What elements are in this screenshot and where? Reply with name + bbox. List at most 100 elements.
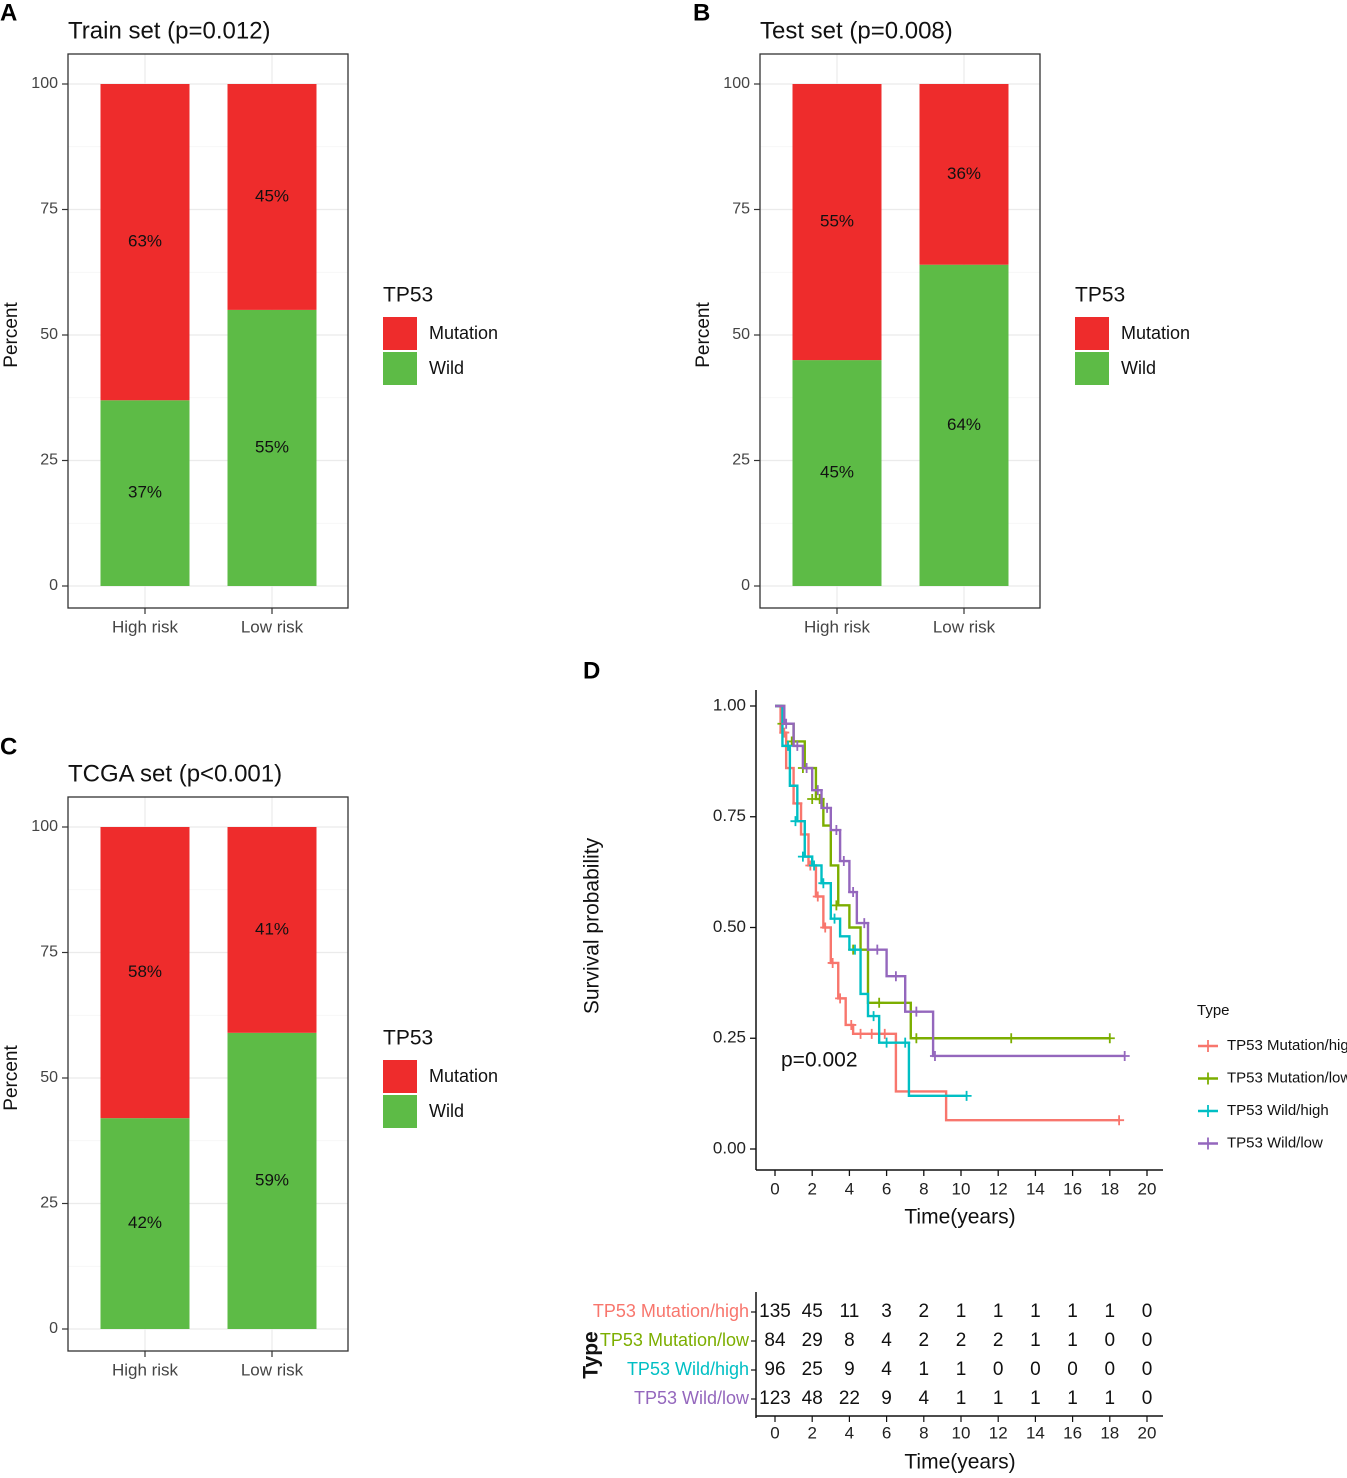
km-legend-key-censor <box>1203 1137 1213 1150</box>
risk-table-cell: 1 <box>956 1388 967 1409</box>
km-censor-mark <box>961 1090 972 1101</box>
train-bar-label: 63% <box>128 232 162 251</box>
train-bar-label: 37% <box>128 483 162 502</box>
tcga-bar-label: 59% <box>255 1170 289 1189</box>
km-censor-mark <box>879 1028 890 1039</box>
tcga-ytick-label: 0 <box>49 1320 58 1337</box>
risk-table-cell: 0 <box>1105 1359 1116 1380</box>
risk-table-cell: 29 <box>802 1330 823 1351</box>
risk-table-cell: 0 <box>1142 1301 1153 1322</box>
risk-table-xlabel: Time(years) <box>904 1451 1015 1474</box>
km-xtick-label: 4 <box>845 1179 854 1198</box>
train-bar-label: 55% <box>255 437 289 456</box>
km-xtick-label: 14 <box>1026 1179 1045 1198</box>
risk-table-cell: 4 <box>881 1359 892 1380</box>
km-censor-mark <box>1104 1033 1115 1044</box>
km-legend-label: TP53 Wild/low <box>1227 1134 1323 1151</box>
risk-table-xtick-label: 18 <box>1100 1423 1119 1442</box>
tcga-bar-label: 58% <box>128 962 162 981</box>
km-censor-mark <box>911 1033 922 1044</box>
risk-table-cell: 84 <box>764 1330 786 1351</box>
tcga-legend-title: TP53 <box>383 1027 433 1050</box>
risk-table-xtick-label: 20 <box>1138 1423 1157 1442</box>
risk-table-row-label: TP53 Mutation/high <box>593 1301 749 1321</box>
km-censor-mark <box>890 971 901 982</box>
risk-table-cell: 1 <box>919 1359 930 1380</box>
risk-table-cell: 2 <box>919 1330 930 1351</box>
km-censor-mark <box>1006 1033 1017 1044</box>
km-censor-mark <box>779 727 790 738</box>
km-xtick-label: 20 <box>1138 1179 1157 1198</box>
risk-table-cell: 2 <box>956 1330 967 1351</box>
risk-table-cell: 96 <box>764 1359 785 1380</box>
train-legend-title: TP53 <box>383 284 433 307</box>
risk-table-cell: 1 <box>1067 1301 1078 1322</box>
tcga-ylabel: Percent <box>1 1045 22 1111</box>
km-legend-title: Type <box>1197 1002 1230 1019</box>
risk-table-xtick-label: 12 <box>989 1423 1008 1442</box>
test-xtick-label: Low risk <box>933 617 996 636</box>
km-censor-mark <box>781 718 792 729</box>
risk-table-cell: 48 <box>802 1388 823 1409</box>
risk-table-cell: 3 <box>881 1301 892 1322</box>
km-censor-mark <box>1119 1050 1130 1061</box>
test-ytick-label: 100 <box>723 75 750 92</box>
tcga-legend-swatch-mutation <box>383 1060 417 1093</box>
km-censor-mark <box>822 802 833 813</box>
train-ytick-label: 50 <box>40 326 58 343</box>
panel-label-d: D <box>583 657 600 684</box>
risk-table-cell: 8 <box>844 1330 855 1351</box>
risk-table-cell: 4 <box>919 1388 930 1409</box>
test-ytick-label: 75 <box>732 201 750 218</box>
km-xtick-label: 12 <box>989 1179 1008 1198</box>
tcga-bar-mutation-high-risk <box>100 827 190 1119</box>
risk-table-cell: 25 <box>802 1359 823 1380</box>
km-censor-mark <box>809 860 820 871</box>
test-legend-title: TP53 <box>1075 284 1125 307</box>
km-legend-key-censor <box>1203 1040 1213 1052</box>
km-censor-mark <box>835 993 846 1004</box>
train-ytick-label: 100 <box>31 75 58 92</box>
train-title: Train set (p=0.012) <box>68 17 271 44</box>
risk-table-xtick-label: 10 <box>952 1423 971 1442</box>
risk-table-cell: 1 <box>1067 1388 1078 1409</box>
km-curve-tp53-mutation-low <box>775 704 1110 1040</box>
km-xtick-label: 18 <box>1100 1179 1119 1198</box>
test-ytick-label: 25 <box>732 452 750 469</box>
risk-table-cell: 1 <box>993 1388 1004 1409</box>
km-censor-mark <box>820 922 831 933</box>
risk-table-xtick-label: 6 <box>882 1423 891 1442</box>
risk-table-row-label: TP53 Wild/low <box>634 1388 750 1408</box>
train-bar-wild-high-risk <box>100 400 190 586</box>
risk-table-cell: 0 <box>993 1359 1004 1380</box>
risk-table-cell: 11 <box>840 1301 860 1322</box>
risk-table-cell: 2 <box>993 1330 1004 1351</box>
test-bar-label: 36% <box>947 164 981 183</box>
risk-table-xtick-label: 0 <box>770 1423 779 1442</box>
km-censor-mark <box>814 794 825 805</box>
km-censor-mark <box>790 816 801 827</box>
km-censor-mark <box>829 913 840 924</box>
tcga-xtick-label: High risk <box>112 1360 179 1379</box>
tcga-bar-label: 41% <box>255 919 289 938</box>
tcga-bar-label: 42% <box>128 1213 162 1232</box>
tcga-panel-border <box>67 796 349 1352</box>
test-legend-label-wild: Wild <box>1121 358 1156 378</box>
km-censor-mark <box>1114 1115 1125 1126</box>
risk-table-xtick-label: 4 <box>845 1423 854 1442</box>
risk-table-cell: 1 <box>1105 1301 1116 1322</box>
km-censor-mark <box>801 763 812 774</box>
km-ytick-label: 0.75 <box>713 806 746 825</box>
risk-table-cell: 123 <box>759 1388 791 1409</box>
test-bar-wild-low-risk <box>919 264 1009 586</box>
km-censor-mark <box>848 887 859 898</box>
test-xtick-label: High risk <box>804 617 871 636</box>
risk-table-xtick-label: 2 <box>807 1423 816 1442</box>
km-xtick-label: 2 <box>807 1179 816 1198</box>
test-bar-label: 64% <box>947 415 981 434</box>
risk-table-cell: 9 <box>844 1359 855 1380</box>
risk-table-cell: 45 <box>802 1301 823 1322</box>
km-censor-mark <box>911 1006 922 1017</box>
risk-table-cell: 1 <box>956 1301 967 1322</box>
